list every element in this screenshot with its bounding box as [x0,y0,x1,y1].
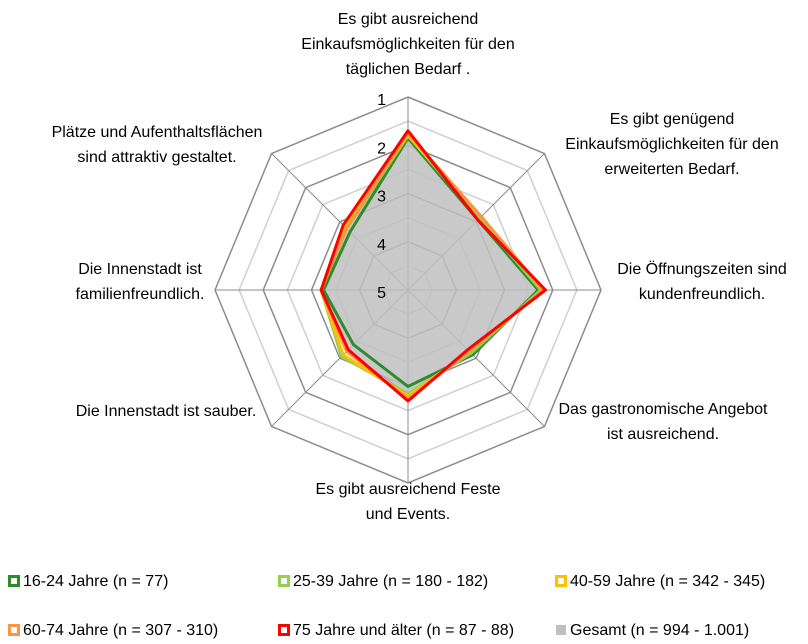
legend-marker [556,625,566,635]
category-label: Die Innenstadt ist sauber. [76,403,257,420]
category-label: Es gibt genügend Einkaufsmöglichkeiten fü… [565,111,778,178]
legend-label: 60-74 Jahre (n = 307 - 310) [23,622,218,639]
legend-label: 16-24 Jahre (n = 77) [23,573,168,590]
legend-item: 60-74 Jahre (n = 307 - 310) [8,622,218,639]
category-label: Die Öffnungszeiten sind kundenfreundlich. [617,260,787,303]
legend-label: 75 Jahre und älter (n = 87 - 88) [293,622,514,639]
category-label: Plätze und Aufenthaltsflächen sind attrak… [52,124,263,166]
legend-label: 25-39 Jahre (n = 180 - 182) [293,573,488,590]
tick-label: 1 [377,92,386,109]
legend-marker [8,624,20,636]
legend-label: 40-59 Jahre (n = 342 - 345) [570,573,765,590]
legend-item: Gesamt (n = 994 - 1.001) [556,622,749,639]
category-label: Die Innenstadt ist familienfreundlich. [76,261,205,303]
legend-item: 40-59 Jahre (n = 342 - 345) [555,573,765,590]
tick-label: 5 [377,285,386,302]
legend-marker [278,624,290,636]
tick-label: 2 [377,140,386,157]
line [319,131,545,401]
line [322,136,540,388]
legend-item: 25-39 Jahre (n = 180 - 182) [278,573,488,590]
tick-label: 3 [377,189,386,206]
category-label: Es gibt ausreichend Feste und Events. [316,481,501,523]
legend-item: 16-24 Jahre (n = 77) [8,573,168,590]
legend-marker [8,575,20,587]
legend-label: Gesamt (n = 994 - 1.001) [570,622,749,639]
category-label: Es gibt ausreichend Einkaufsmöglichkeiten… [301,11,514,78]
legend-marker [278,575,290,587]
legend-marker [555,575,567,587]
category-label: Das gastronomische Angebot ist ausreichen… [558,401,768,443]
line [319,129,548,403]
tick-label: 4 [377,237,386,254]
legend-item: 75 Jahre und älter (n = 87 - 88) [278,622,514,639]
